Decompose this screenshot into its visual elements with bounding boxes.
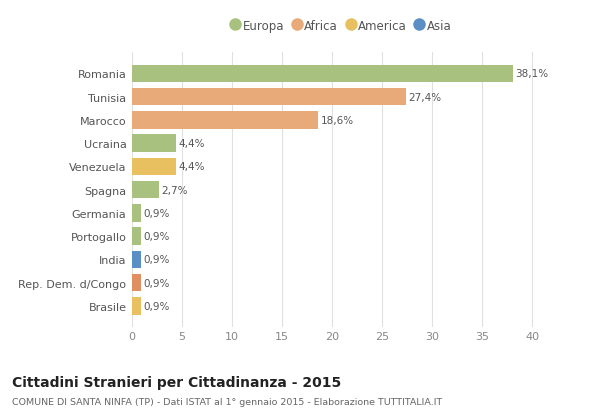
Bar [132, 204, 141, 222]
Text: 4,4%: 4,4% [179, 162, 205, 172]
Text: 2,7%: 2,7% [161, 185, 188, 195]
Bar [132, 182, 159, 199]
Bar [132, 65, 513, 83]
Text: 0,9%: 0,9% [143, 278, 170, 288]
Bar [132, 135, 176, 153]
Text: 18,6%: 18,6% [320, 116, 353, 126]
Bar [132, 112, 318, 129]
Text: 0,9%: 0,9% [143, 301, 170, 311]
Text: 0,9%: 0,9% [143, 208, 170, 218]
Text: COMUNE DI SANTA NINFA (TP) - Dati ISTAT al 1° gennaio 2015 - Elaborazione TUTTIT: COMUNE DI SANTA NINFA (TP) - Dati ISTAT … [12, 397, 442, 406]
Bar [132, 297, 141, 315]
Legend: Europa, Africa, America, Asia: Europa, Africa, America, Asia [227, 15, 457, 38]
Bar [132, 89, 406, 106]
Bar [132, 274, 141, 292]
Bar [132, 228, 141, 245]
Bar [132, 158, 176, 176]
Bar [132, 251, 141, 268]
Text: 0,9%: 0,9% [143, 255, 170, 265]
Text: Cittadini Stranieri per Cittadinanza - 2015: Cittadini Stranieri per Cittadinanza - 2… [12, 375, 341, 389]
Text: 38,1%: 38,1% [515, 70, 548, 79]
Text: 0,9%: 0,9% [143, 231, 170, 242]
Text: 27,4%: 27,4% [409, 92, 442, 103]
Text: 4,4%: 4,4% [179, 139, 205, 149]
